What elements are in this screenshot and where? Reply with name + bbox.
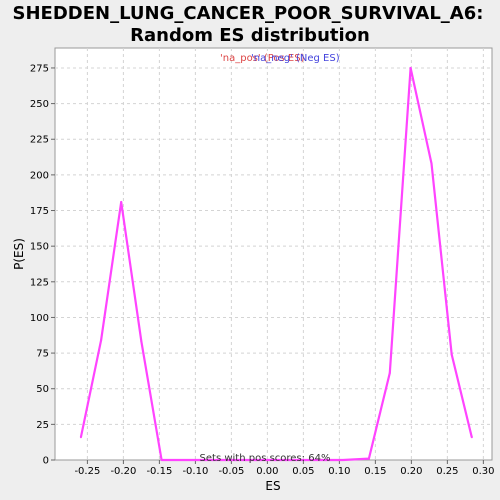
- data-point: [367, 457, 370, 460]
- x-tick-label: 0.30: [472, 466, 494, 477]
- series-layer: [79, 66, 473, 462]
- data-point: [79, 436, 82, 439]
- data-point: [388, 372, 391, 375]
- y-tick-label: 250: [30, 99, 49, 110]
- pos-score-annotation: Sets with pos scores: 64%: [200, 453, 331, 464]
- x-tick-label: 0.20: [400, 466, 422, 477]
- data-point: [321, 459, 324, 461]
- x-tick-label: -0.15: [146, 466, 172, 477]
- data-point: [470, 436, 473, 439]
- data-point: [341, 459, 344, 461]
- grid-lines: [55, 48, 492, 460]
- y-tick-label: 50: [36, 384, 49, 395]
- y-tick-label: 125: [30, 277, 49, 288]
- x-tick-label: 0.25: [436, 466, 458, 477]
- y-axis-label: P(ES): [12, 238, 26, 270]
- plot-area: [54, 47, 493, 461]
- data-point: [450, 353, 453, 356]
- y-tick-label: 200: [30, 170, 49, 181]
- x-tick-label: 0.10: [328, 466, 350, 477]
- chart-title-line-2: Random ES distribution: [130, 25, 370, 46]
- x-tick-label: -0.20: [110, 466, 136, 477]
- data-point: [100, 339, 103, 342]
- y-tick-label: 225: [30, 135, 49, 146]
- data-point: [241, 459, 244, 461]
- data-point: [409, 66, 412, 69]
- data-point: [180, 459, 183, 461]
- data-point: [261, 459, 264, 461]
- y-tick-label: 150: [30, 242, 49, 253]
- x-axis-label: ES: [265, 479, 280, 493]
- y-tick-label: 75: [36, 349, 49, 360]
- y-tick-label: 175: [30, 206, 49, 217]
- data-point: [200, 459, 203, 461]
- series-line-0: [79, 66, 473, 462]
- data-point: [301, 459, 304, 461]
- y-tick-label: 0: [43, 456, 49, 467]
- x-tick-label: 0.15: [364, 466, 386, 477]
- x-tick-label: -0.05: [218, 466, 244, 477]
- x-tick-label: -0.10: [182, 466, 208, 477]
- data-point: [120, 200, 123, 203]
- y-tick-label: 275: [30, 63, 49, 74]
- legend-entry-neg: 'na_neg' (Neg ES): [251, 53, 340, 64]
- x-tick-label: 0.05: [292, 466, 314, 477]
- x-tick-label: 0.00: [256, 466, 278, 477]
- legend-entry-pos: 'na_pos' (Pos ES): [220, 53, 305, 64]
- data-point: [140, 340, 143, 343]
- data-point: [430, 162, 433, 165]
- axes: 0 25 50 75 100 125 150 175 200 225 250 275 -0.25 -0.2…: [30, 63, 495, 477]
- x-tick-label: -0.25: [74, 466, 100, 477]
- y-tick-label: 100: [30, 313, 49, 324]
- data-point: [221, 459, 224, 461]
- chart-title-line-1: SHEDDEN_LUNG_CANCER_POOR_SURVIVAL_A6:: [13, 3, 484, 24]
- data-point: [281, 459, 284, 461]
- data-point: [160, 459, 163, 461]
- y-tick-label: 25: [36, 420, 49, 431]
